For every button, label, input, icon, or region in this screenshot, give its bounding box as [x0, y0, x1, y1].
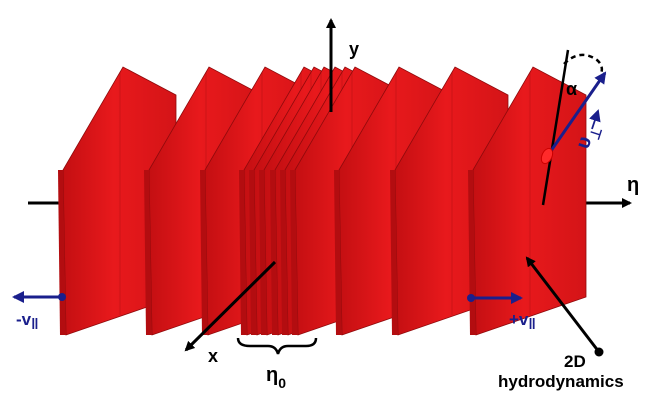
slab-edge [144, 170, 152, 335]
hydro-label-line1: 2D [564, 352, 586, 371]
v-perp-origin [540, 147, 554, 165]
x-axis-line [184, 260, 277, 352]
hydro-pointer-dot [594, 347, 604, 357]
v-left-label: -v‖ [16, 310, 39, 333]
v-perp-overarrow [589, 109, 601, 130]
n0-brace [236, 337, 318, 355]
slab-edge [334, 170, 342, 335]
slab-edge [200, 170, 208, 335]
v-right-sign: +v [509, 310, 529, 329]
slab-edge [259, 170, 267, 335]
slab-edge [468, 170, 476, 335]
v-left-sign: -v [16, 310, 32, 329]
n0-label: η0 [266, 364, 286, 391]
eta-axis-label: η [627, 174, 639, 196]
alpha-label: α [566, 79, 577, 99]
n0-label-sub: 0 [278, 375, 286, 391]
alpha-arc [563, 53, 604, 75]
tilted-normal-line [541, 49, 570, 206]
slab-edge [290, 170, 298, 335]
n0-label-main: η [266, 364, 278, 386]
x-axis-label: x [208, 346, 218, 366]
v-left-sub: ‖ [31, 316, 38, 333]
slab-edge [249, 170, 257, 335]
v-perp-arrow [544, 71, 607, 159]
v-right-sub: ‖ [528, 316, 535, 333]
y-axis-label: y [349, 39, 359, 59]
slab-edge [390, 170, 398, 335]
v-perp-label: υ ⊥ [572, 125, 605, 151]
slab-group [58, 66, 587, 336]
v-right-dot [467, 294, 475, 302]
v-left-dot [58, 293, 66, 301]
hydro-label-line2: hydrodynamics [498, 372, 624, 391]
v-right-label: +v‖ [509, 310, 536, 333]
slab [468, 66, 587, 336]
slab-edge [280, 170, 288, 335]
v-perp-label-sub: ⊥ [586, 125, 605, 142]
slab-edge [270, 170, 278, 335]
hydro-pointer-arrow [525, 256, 601, 353]
